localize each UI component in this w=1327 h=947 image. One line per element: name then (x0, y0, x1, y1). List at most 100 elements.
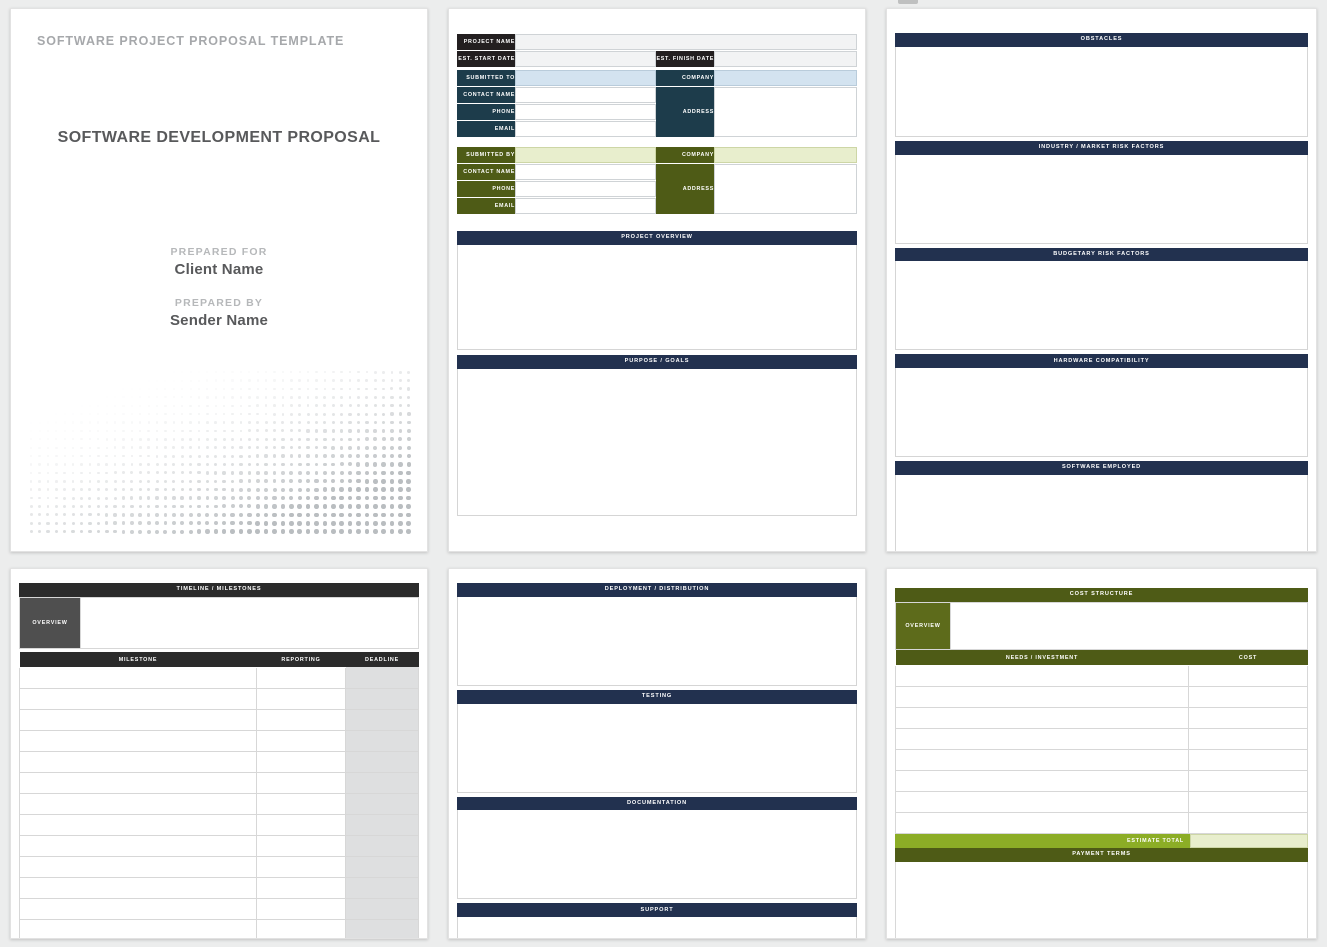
milestone-cell[interactable] (19, 708, 257, 731)
needs-cell[interactable] (895, 664, 1189, 687)
reporting-cell[interactable] (256, 792, 346, 815)
cost-cell[interactable] (1188, 685, 1308, 708)
reporting-cell[interactable] (256, 771, 346, 794)
reporting-cell[interactable] (256, 834, 346, 857)
dot (111, 427, 119, 435)
section-body-deployment[interactable] (457, 596, 857, 686)
dot (61, 385, 69, 393)
cost-cell[interactable] (1188, 811, 1308, 834)
milestone-cell[interactable] (19, 792, 257, 815)
section-body-payment-terms[interactable] (895, 861, 1308, 938)
section-body-testing[interactable] (457, 703, 857, 793)
client-contact-name-input[interactable] (515, 87, 656, 103)
deadline-cell[interactable] (345, 918, 419, 938)
milestone-cell[interactable] (19, 750, 257, 773)
reporting-cell[interactable] (256, 750, 346, 773)
milestone-cell[interactable] (19, 687, 257, 710)
reporting-cell[interactable] (256, 729, 346, 752)
submitted-to-input[interactable] (515, 70, 656, 86)
sender-address-input[interactable] (714, 164, 857, 214)
dot (153, 485, 161, 493)
deadline-cell[interactable] (345, 771, 419, 794)
cost-cell[interactable] (1188, 727, 1308, 750)
client-email-input[interactable] (515, 121, 656, 137)
submitted-by-input[interactable] (515, 147, 656, 163)
deadline-cell[interactable] (345, 708, 419, 731)
est-start-date-input[interactable] (515, 51, 656, 67)
cost-cell[interactable] (1188, 748, 1308, 771)
needs-cell[interactable] (895, 685, 1189, 708)
sender-email-input[interactable] (515, 198, 656, 214)
sender-contact-name-input[interactable] (515, 164, 656, 180)
dot (245, 444, 253, 452)
section-body-hardware-compat[interactable] (895, 368, 1308, 458)
deadline-cell[interactable] (345, 729, 419, 752)
reporting-cell[interactable] (256, 876, 346, 899)
dot (161, 376, 169, 384)
cost-cell[interactable] (1188, 790, 1308, 813)
milestone-cell[interactable] (19, 876, 257, 899)
reporting-cell[interactable] (256, 708, 346, 731)
dot (312, 485, 320, 493)
section-body-support[interactable] (457, 917, 857, 938)
cost-cell[interactable] (1188, 664, 1308, 687)
section-body-budgetary-risk[interactable] (895, 261, 1308, 351)
estimate-total-input[interactable] (1190, 833, 1308, 848)
milestone-cell[interactable] (19, 666, 257, 689)
reporting-cell[interactable] (256, 918, 346, 938)
client-address-input[interactable] (714, 87, 857, 137)
dot (388, 494, 396, 502)
section-body-documentation[interactable] (457, 810, 857, 900)
milestone-cell[interactable] (19, 918, 257, 938)
section-body-purpose-goals[interactable] (457, 368, 857, 516)
reporting-cell[interactable] (256, 855, 346, 878)
dot (186, 410, 194, 418)
cost-overview-input[interactable] (950, 601, 1308, 650)
deadline-cell[interactable] (345, 813, 419, 836)
section-body-software-employed[interactable] (895, 474, 1308, 551)
section-body-obstacles[interactable] (895, 46, 1308, 137)
milestone-cell[interactable] (19, 729, 257, 752)
milestone-cell[interactable] (19, 834, 257, 857)
needs-cell[interactable] (895, 727, 1189, 750)
section-body-project-overview[interactable] (457, 244, 857, 350)
deadline-cell[interactable] (345, 792, 419, 815)
sender-phone-input[interactable] (515, 181, 656, 197)
dot (371, 452, 379, 460)
deadline-cell[interactable] (345, 750, 419, 773)
timeline-overview-input[interactable] (80, 596, 419, 649)
dot (220, 418, 228, 426)
deadline-cell[interactable] (345, 897, 419, 920)
milestone-cell[interactable] (19, 771, 257, 794)
est-finish-date-input[interactable] (714, 51, 857, 67)
reporting-cell[interactable] (256, 897, 346, 920)
milestone-cell[interactable] (19, 855, 257, 878)
dot (119, 427, 127, 435)
milestone-cell[interactable] (19, 897, 257, 920)
cost-cell[interactable] (1188, 706, 1308, 729)
needs-cell[interactable] (895, 790, 1189, 813)
dot (128, 460, 136, 468)
reporting-cell[interactable] (256, 813, 346, 836)
project-name-input[interactable] (515, 34, 857, 50)
deadline-cell[interactable] (345, 687, 419, 710)
deadline-cell[interactable] (345, 666, 419, 689)
needs-cell[interactable] (895, 706, 1189, 729)
reporting-cell[interactable] (256, 687, 346, 710)
needs-cell[interactable] (895, 769, 1189, 792)
milestone-cell[interactable] (19, 813, 257, 836)
cost-cell[interactable] (1188, 769, 1308, 792)
dot (220, 376, 228, 384)
section-body-industry-risk[interactable] (895, 154, 1308, 244)
section-header-project-overview: PROJECT OVERVIEW (457, 231, 857, 245)
needs-cell[interactable] (895, 748, 1189, 771)
reporting-cell[interactable] (256, 666, 346, 689)
deadline-cell[interactable] (345, 876, 419, 899)
deadline-cell[interactable] (345, 834, 419, 857)
client-company-input[interactable] (714, 70, 857, 86)
dot-row (27, 435, 419, 443)
deadline-cell[interactable] (345, 855, 419, 878)
needs-cell[interactable] (895, 811, 1189, 834)
sender-company-input[interactable] (714, 147, 857, 163)
client-phone-input[interactable] (515, 104, 656, 120)
